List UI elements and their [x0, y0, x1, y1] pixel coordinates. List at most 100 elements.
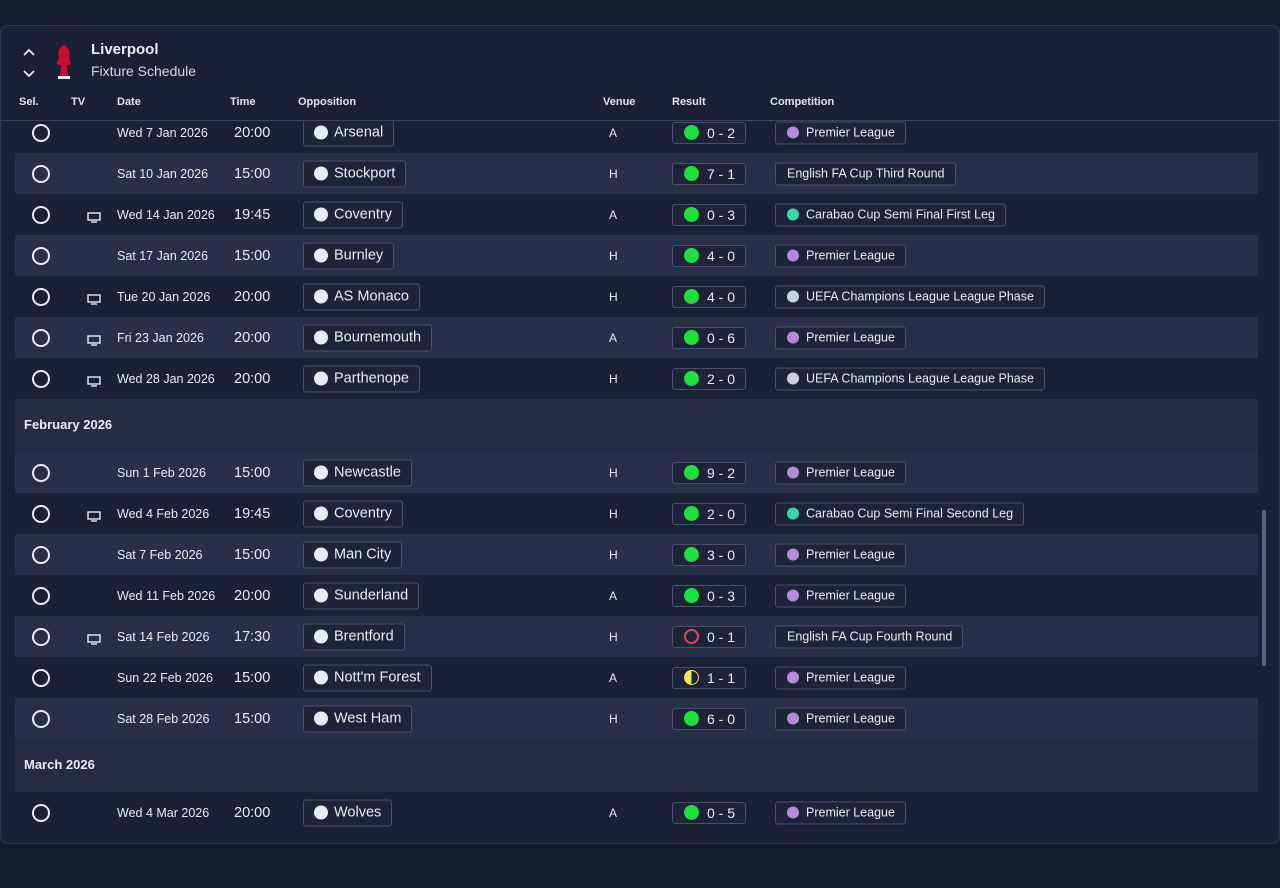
- competition-name: Premier League: [806, 547, 895, 562]
- opposition-chip[interactable]: Nott'm Forest: [303, 664, 432, 691]
- fixture-row[interactable]: Wed 7 Jan 2026 20:00 Arsenal A 0 - 2 Premier …: [15, 121, 1258, 153]
- competition-chip[interactable]: Premier League: [775, 801, 906, 824]
- result-chip[interactable]: 2 - 0: [672, 502, 746, 525]
- select-radio[interactable]: [32, 328, 50, 347]
- competition-chip[interactable]: English FA Cup Fourth Round: [775, 625, 964, 648]
- opposition-chip[interactable]: West Ham: [303, 705, 413, 732]
- opposition-chip[interactable]: Coventry: [303, 201, 404, 228]
- opposition-chip[interactable]: Newcastle: [303, 459, 412, 486]
- competition-chip[interactable]: Premier League: [775, 461, 906, 484]
- competition-chip[interactable]: UEFA Champions League League Phase: [775, 367, 1045, 390]
- scrollbar[interactable]: [1262, 510, 1266, 666]
- kick-off-time: 19:45: [234, 505, 271, 522]
- result-chip[interactable]: 4 - 0: [672, 244, 746, 267]
- result-icon: [684, 506, 699, 521]
- opposition-chip[interactable]: Bournemouth: [303, 324, 433, 351]
- result-icon: [684, 805, 699, 820]
- select-radio[interactable]: [32, 287, 50, 306]
- opposition-chip[interactable]: Burnley: [303, 242, 395, 269]
- match-date: Sat 10 Jan 2026: [117, 166, 209, 181]
- column-header[interactable]: Venue: [603, 96, 636, 108]
- result-icon: [684, 207, 699, 222]
- collapse-toggle[interactable]: [21, 44, 37, 84]
- select-radio[interactable]: [32, 164, 50, 183]
- opposition-chip[interactable]: AS Monaco: [303, 283, 420, 310]
- fixture-row[interactable]: Sat 10 Jan 2026 15:00 Stockport H 7 - 1 Engli…: [15, 153, 1258, 194]
- result-chip[interactable]: 0 - 5: [672, 801, 746, 824]
- result-score: 4 - 0: [707, 288, 736, 305]
- opposition-chip[interactable]: Arsenal: [303, 121, 395, 146]
- competition-chip[interactable]: Premier League: [775, 326, 906, 349]
- column-header[interactable]: Result: [672, 96, 706, 108]
- fixture-row[interactable]: Tue 20 Jan 2026 20:00 AS Monaco H 4 - 0 UEFA …: [15, 276, 1258, 317]
- select-radio[interactable]: [32, 709, 50, 728]
- kick-off-time: 15:00: [234, 464, 271, 481]
- fixture-row[interactable]: Sun 22 Feb 2026 15:00 Nott'm Forest A 1 - 1 P…: [15, 657, 1258, 698]
- month-heading: March 2026: [24, 757, 95, 772]
- fixture-row[interactable]: Sat 14 Feb 2026 17:30 Brentford H 0 - 1 Engli…: [15, 616, 1258, 657]
- fixture-row[interactable]: Sat 7 Feb 2026 15:00 Man City H 3 - 0 Premier…: [15, 534, 1258, 575]
- fixture-row[interactable]: Fri 23 Jan 2026 20:00 Bournemouth A 0 - 6 Pre…: [15, 317, 1258, 358]
- result-chip[interactable]: 6 - 0: [672, 707, 746, 730]
- result-chip[interactable]: 0 - 1: [672, 625, 746, 648]
- opposition-chip[interactable]: Stockport: [303, 160, 407, 187]
- result-score: 4 - 0: [707, 247, 736, 264]
- column-header[interactable]: Competition: [770, 96, 835, 108]
- opposition-chip[interactable]: Man City: [303, 541, 403, 568]
- column-header[interactable]: Date: [117, 96, 141, 108]
- match-date: Sat 7 Feb 2026: [117, 547, 203, 562]
- column-header[interactable]: Sel.: [19, 96, 39, 108]
- select-radio[interactable]: [32, 463, 50, 482]
- select-radio[interactable]: [32, 205, 50, 224]
- result-chip[interactable]: 0 - 6: [672, 326, 746, 349]
- fixture-row[interactable]: Sat 28 Feb 2026 15:00 West Ham H 6 - 0 Premie…: [15, 698, 1258, 739]
- result-chip[interactable]: 7 - 1: [672, 162, 746, 185]
- result-chip[interactable]: 2 - 0: [672, 367, 746, 390]
- result-chip[interactable]: 0 - 2: [672, 121, 746, 144]
- select-radio[interactable]: [32, 504, 50, 523]
- competition-chip[interactable]: Carabao Cup Semi Final Second Leg: [775, 502, 1025, 525]
- competition-chip[interactable]: Premier League: [775, 584, 906, 607]
- competition-chip[interactable]: English FA Cup Third Round: [775, 162, 956, 185]
- competition-chip[interactable]: Carabao Cup Semi Final First Leg: [775, 203, 1006, 226]
- competition-chip[interactable]: Premier League: [775, 244, 906, 267]
- competition-chip[interactable]: Premier League: [775, 666, 906, 689]
- opposition-chip[interactable]: Brentford: [303, 623, 405, 650]
- select-radio[interactable]: [32, 545, 50, 564]
- column-header[interactable]: TV: [71, 96, 86, 108]
- column-header[interactable]: Time: [230, 96, 256, 108]
- fixture-panel: Liverpool Fixture Schedule Sel. TV Date Tim…: [0, 25, 1280, 844]
- fixture-row[interactable]: Wed 28 Jan 2026 20:00 Parthenope H 2 - 0 UEFA…: [15, 358, 1258, 399]
- column-header[interactable]: Opposition: [298, 96, 357, 108]
- page-subtitle: Fixture Schedule: [91, 63, 197, 79]
- select-radio[interactable]: [32, 627, 50, 646]
- fixture-row[interactable]: Sat 17 Jan 2026 15:00 Burnley H 4 - 0 Premier…: [15, 235, 1258, 276]
- opposition-chip[interactable]: Wolves: [303, 799, 393, 826]
- opposition-chip[interactable]: Parthenope: [303, 365, 420, 392]
- result-chip[interactable]: 0 - 3: [672, 203, 746, 226]
- result-chip[interactable]: 4 - 0: [672, 285, 746, 308]
- opposition-chip[interactable]: Coventry: [303, 500, 404, 527]
- competition-chip[interactable]: Premier League: [775, 707, 906, 730]
- select-radio[interactable]: [32, 246, 50, 265]
- select-radio[interactable]: [32, 586, 50, 605]
- select-radio[interactable]: [32, 123, 50, 142]
- result-chip[interactable]: 0 - 3: [672, 584, 746, 607]
- competition-chip[interactable]: UEFA Champions League League Phase: [775, 285, 1045, 308]
- select-radio[interactable]: [32, 369, 50, 388]
- fixture-row[interactable]: Wed 14 Jan 2026 19:45 Coventry A 0 - 3 Caraba…: [15, 194, 1258, 235]
- fixture-row[interactable]: Wed 4 Mar 2026 20:00 Wolves A 0 - 5 Premier L…: [15, 792, 1258, 833]
- competition-chip[interactable]: Premier League: [775, 543, 906, 566]
- competition-chip[interactable]: Premier League: [775, 121, 906, 144]
- match-date: Wed 14 Jan 2026: [117, 207, 215, 222]
- result-chip[interactable]: 1 - 1: [672, 666, 746, 689]
- fixture-row[interactable]: Sun 1 Feb 2026 15:00 Newcastle H 9 - 2 Premie…: [15, 452, 1258, 493]
- result-chip[interactable]: 3 - 0: [672, 543, 746, 566]
- opposition-chip[interactable]: Sunderland: [303, 582, 420, 609]
- select-radio[interactable]: [32, 668, 50, 687]
- select-radio[interactable]: [32, 803, 50, 822]
- result-chip[interactable]: 9 - 2: [672, 461, 746, 484]
- venue: A: [609, 588, 618, 603]
- fixture-row[interactable]: Wed 4 Feb 2026 19:45 Coventry H 2 - 0 Carabao…: [15, 493, 1258, 534]
- fixture-row[interactable]: Wed 11 Feb 2026 20:00 Sunderland A 0 - 3 Prem…: [15, 575, 1258, 616]
